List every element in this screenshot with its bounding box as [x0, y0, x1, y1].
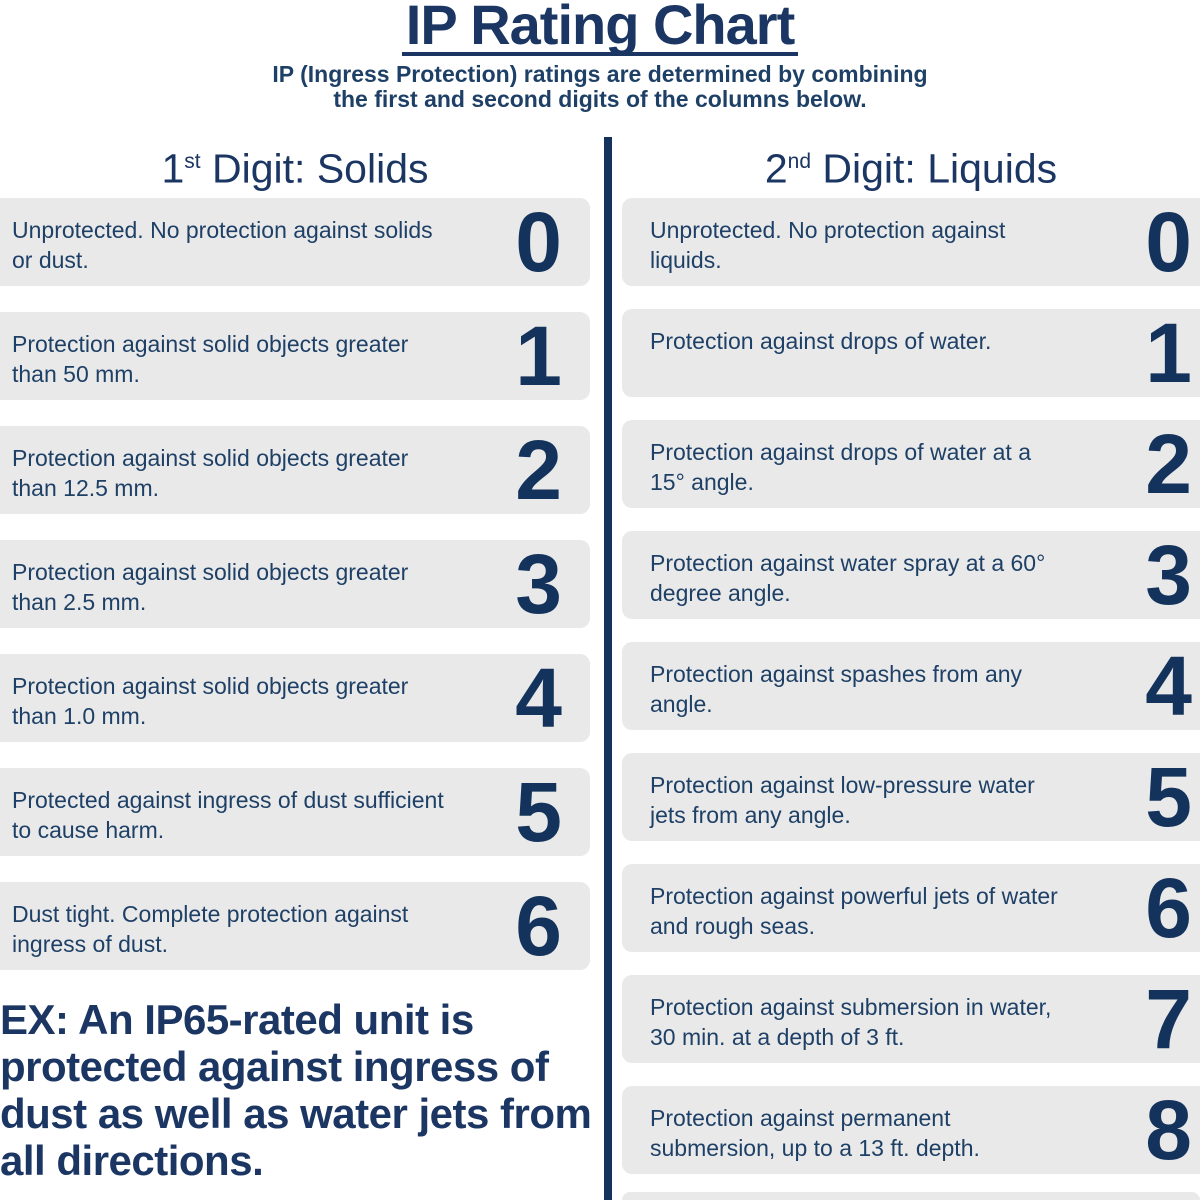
- rating-digit: 6: [1145, 861, 1192, 955]
- rating-digit: 5: [1145, 750, 1192, 844]
- solids-heading-number: 1: [161, 145, 185, 192]
- rating-description: Unprotected. No protection against liqui…: [650, 217, 1006, 273]
- rating-description: Protection against powerful jets of wate…: [650, 883, 1058, 939]
- subtitle-line-2: the first and second digits of the colum…: [333, 86, 867, 112]
- rating-row: Unprotected. No protection against liqui…: [622, 198, 1200, 286]
- rating-description: Protection against low-pressure water je…: [650, 772, 1035, 828]
- column-divider: [604, 137, 612, 1200]
- solids-column: 1st Digit: Solids Unprotected. No protec…: [0, 136, 592, 1184]
- rating-description: Unprotected. No protection against solid…: [12, 217, 433, 273]
- rating-row: Dust tight. Complete protection against …: [0, 882, 590, 970]
- rating-digit: 1: [515, 309, 562, 403]
- rating-row: Protection against drops of water. 1: [622, 309, 1200, 397]
- rating-description: Protection against drops of water at a 1…: [650, 439, 1031, 495]
- rating-row: Protection against solid objects greater…: [0, 540, 590, 628]
- rating-description: Protection against solid objects greater…: [12, 445, 409, 501]
- rating-description: Protection against solid objects greater…: [12, 331, 409, 387]
- rating-description: Protection against solid objects greater…: [12, 559, 409, 615]
- rating-description: Protection against spashes from any angl…: [650, 661, 1023, 717]
- rating-description: Protection against water spray at a 60° …: [650, 550, 1046, 606]
- rating-row: Protection against permanent submersion,…: [622, 1086, 1200, 1174]
- chart-header: IP Rating Chart IP (Ingress Protection) …: [0, 0, 1200, 112]
- solids-heading-ordinal: st: [184, 150, 201, 173]
- rating-digit: 3: [1145, 528, 1192, 622]
- rating-row: Protected against ingress of dust suffic…: [0, 768, 590, 856]
- rating-digit: 5: [515, 765, 562, 859]
- rating-description: Protected against ingress of dust suffic…: [12, 787, 444, 843]
- rating-digit: 2: [515, 423, 562, 517]
- rating-row: Protection against low-pressure water je…: [622, 753, 1200, 841]
- rating-digit: 0: [515, 195, 562, 289]
- rating-row: Protection against powerful jets of wate…: [622, 864, 1200, 952]
- rating-description: Protection against permanent submersion,…: [650, 1105, 980, 1161]
- solids-column-heading: 1st Digit: Solids: [0, 136, 590, 198]
- cutoff-rating-row: [622, 1192, 1200, 1200]
- rating-digit: 7: [1145, 972, 1192, 1066]
- subtitle-line-1: IP (Ingress Protection) ratings are dete…: [272, 61, 928, 87]
- rating-row: Protection against drops of water at a 1…: [622, 420, 1200, 508]
- liquids-column-heading: 2nd Digit: Liquids: [622, 136, 1200, 198]
- rating-digit: 6: [515, 879, 562, 973]
- rating-digit: 4: [515, 651, 562, 745]
- rating-row: Protection against submersion in water, …: [622, 975, 1200, 1063]
- rating-digit: 3: [515, 537, 562, 631]
- rating-row: Protection against solid objects greater…: [0, 654, 590, 742]
- rating-row: Protection against water spray at a 60° …: [622, 531, 1200, 619]
- rating-row: Protection against solid objects greater…: [0, 312, 590, 400]
- rating-digit: 0: [1145, 195, 1192, 289]
- rating-row: Unprotected. No protection against solid…: [0, 198, 590, 286]
- chart-subtitle: IP (Ingress Protection) ratings are dete…: [0, 62, 1200, 112]
- rating-digit: 8: [1145, 1083, 1192, 1177]
- liquids-heading-number: 2: [764, 145, 788, 192]
- rating-description: Protection against submersion in water, …: [650, 994, 1052, 1050]
- liquids-heading-ordinal: nd: [787, 150, 812, 173]
- rating-description: Protection against solid objects greater…: [12, 673, 409, 729]
- rating-description: Protection against drops of water.: [650, 328, 992, 354]
- rating-digit: 2: [1145, 417, 1192, 511]
- solids-rows: Unprotected. No protection against solid…: [0, 198, 590, 970]
- rating-digit: 4: [1145, 639, 1192, 733]
- page-title-text: IP Rating Chart: [401, 0, 799, 56]
- rating-row: Protection against spashes from any angl…: [622, 642, 1200, 730]
- rating-row: Protection against solid objects greater…: [0, 426, 590, 514]
- example-note: EX: An IP65-rated unit is protected agai…: [0, 996, 592, 1184]
- liquids-rows: Unprotected. No protection against liqui…: [622, 198, 1200, 1174]
- liquids-heading-label: Digit: Liquids: [811, 145, 1058, 192]
- solids-heading-label: Digit: Solids: [200, 145, 429, 192]
- rating-digit: 1: [1145, 306, 1192, 400]
- liquids-column: 2nd Digit: Liquids Unprotected. No prote…: [622, 136, 1200, 1197]
- page-title: IP Rating Chart: [0, 0, 1200, 56]
- rating-description: Dust tight. Complete protection against …: [12, 901, 409, 957]
